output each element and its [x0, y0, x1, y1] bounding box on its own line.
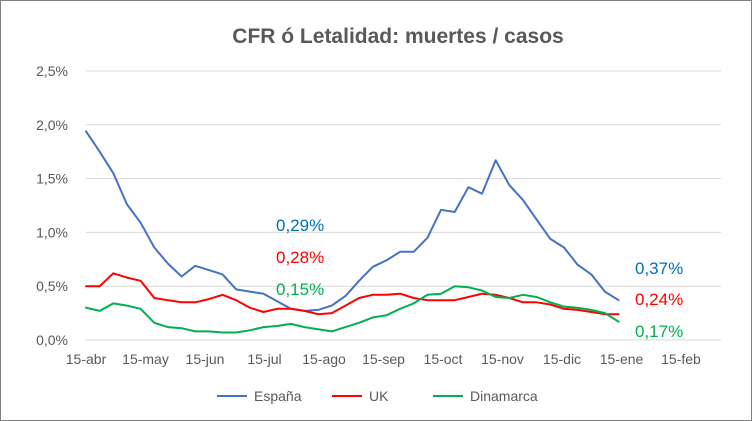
x-tick-label: 15-may	[122, 351, 169, 367]
x-tick-label: 15-jun	[186, 351, 225, 367]
x-axis-ticks: 15-abr 15-may 15-jun 15-jul 15-ago 15-sep 15-o…	[66, 351, 701, 367]
x-tick-label: 15-nov	[481, 351, 524, 367]
data-annotation: 0,29%	[276, 216, 324, 235]
x-tick-label: 15-feb	[661, 351, 701, 367]
series-layer	[85, 130, 620, 334]
data-annotation: 0,17%	[635, 322, 683, 341]
y-tick-label: 1,5%	[36, 171, 68, 187]
y-axis-ticks: 0,0% 0,5% 1,0% 1,5% 2,0% 2,5%	[36, 63, 68, 348]
legend-label-dinamarca: Dinamarca	[470, 388, 538, 404]
y-tick-label: 2,0%	[36, 117, 68, 133]
y-tick-label: 2,5%	[36, 63, 68, 79]
data-annotation: 0,37%	[635, 259, 683, 278]
data-annotation: 0,28%	[276, 248, 324, 267]
legend-label-españa: España	[254, 388, 302, 404]
x-tick-label: 15-dic	[543, 351, 581, 367]
data-annotation: 0,15%	[276, 280, 324, 299]
x-tick-label: 15-ene	[600, 351, 644, 367]
x-tick-label: 15-jul	[247, 351, 281, 367]
x-tick-label: 15-ago	[302, 351, 346, 367]
grid-layer	[86, 70, 721, 341]
x-tick-label: 15-oct	[424, 351, 463, 367]
series-line-dinamarca	[85, 285, 620, 334]
series-line-uk	[85, 272, 620, 316]
chart-title: CFR ó Letalidad: muertes / casos	[232, 25, 563, 48]
x-tick-label: 15-abr	[66, 351, 107, 367]
data-annotation: 0,24%	[635, 290, 683, 309]
y-tick-label: 1,0%	[36, 224, 68, 240]
y-tick-label: 0,0%	[36, 332, 68, 348]
x-tick-label: 15-sep	[362, 351, 405, 367]
legend-label-uk: UK	[369, 388, 389, 404]
legend: España UK Dinamarca	[217, 388, 538, 404]
series-line-españa	[85, 130, 620, 312]
y-tick-label: 0,5%	[36, 278, 68, 294]
annotation-layer: 0,29% 0,28% 0,15% 0,37% 0,24% 0,17%	[276, 216, 683, 341]
